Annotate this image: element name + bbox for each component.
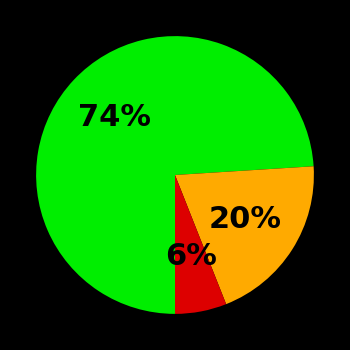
Wedge shape [36,36,314,314]
Text: 74%: 74% [78,104,151,132]
Text: 6%: 6% [165,242,217,271]
Text: 20%: 20% [209,205,282,234]
Wedge shape [175,166,314,304]
Wedge shape [175,175,226,314]
